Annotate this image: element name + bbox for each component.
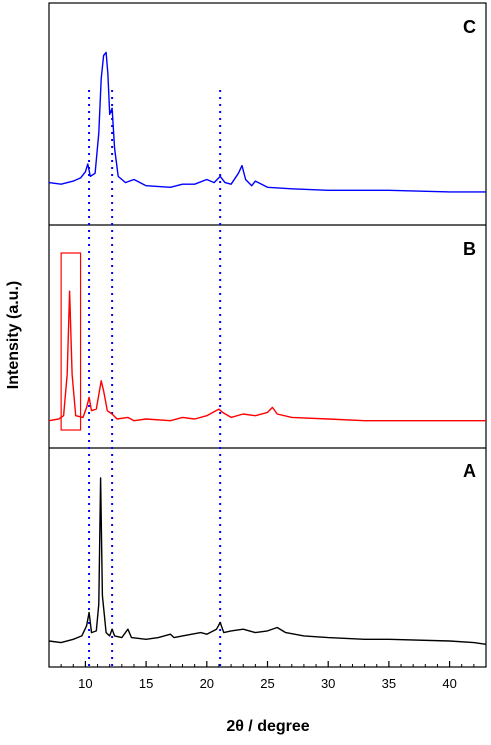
panel-label-a: A	[463, 461, 476, 481]
series-layer	[48, 51, 487, 645]
plot-frame	[48, 2, 487, 668]
series-line-a	[48, 477, 487, 645]
panel-label-c: C	[463, 17, 476, 37]
x-tick-label: 25	[260, 676, 274, 691]
highlight-box	[60, 252, 82, 431]
x-tick-label: 40	[442, 676, 456, 691]
x-tick-label: 20	[200, 676, 214, 691]
x-tick-label: 10	[78, 676, 92, 691]
series-line-c	[48, 51, 486, 193]
inset-layer	[60, 252, 82, 431]
x-axis-title: 2θ / degree	[226, 718, 309, 735]
x-tick-label: 30	[321, 676, 335, 691]
series-line-b	[48, 290, 486, 422]
reference-lines	[88, 90, 222, 667]
panel-label-b: B	[463, 239, 476, 259]
y-axis-title: Intensity (a.u.)	[5, 281, 22, 389]
x-axis: 10 15 20 25 30 35 40	[48, 661, 487, 691]
x-tick-label: 35	[382, 676, 396, 691]
x-tick-label: 15	[139, 676, 153, 691]
